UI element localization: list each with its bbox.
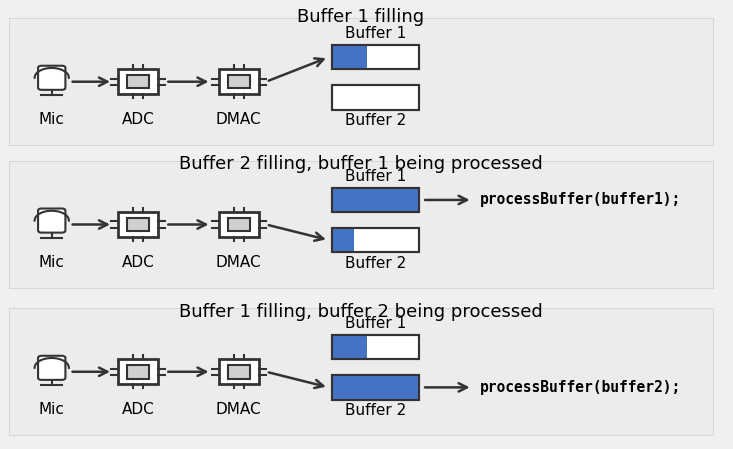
FancyBboxPatch shape [118, 360, 158, 384]
Bar [332, 335, 419, 360]
Bar [9, 308, 713, 436]
Bar [332, 335, 366, 360]
Text: Buffer 1: Buffer 1 [345, 169, 406, 184]
Text: Buffer 2: Buffer 2 [345, 403, 406, 418]
Bar [228, 365, 250, 379]
FancyBboxPatch shape [38, 356, 65, 380]
Text: ADC: ADC [122, 112, 155, 127]
Text: Mic: Mic [39, 112, 65, 127]
Text: Mic: Mic [39, 402, 65, 417]
Text: processBuffer(buffer2);: processBuffer(buffer2); [479, 380, 681, 395]
Text: Buffer 1 filling: Buffer 1 filling [298, 8, 424, 26]
Text: processBuffer(buffer1);: processBuffer(buffer1); [479, 193, 681, 207]
FancyBboxPatch shape [219, 212, 259, 237]
Bar [127, 218, 149, 231]
Bar [332, 375, 419, 400]
Bar [332, 335, 419, 360]
Text: Buffer 2: Buffer 2 [345, 113, 406, 128]
FancyBboxPatch shape [38, 66, 65, 90]
Bar [332, 85, 419, 110]
Bar [9, 161, 713, 288]
FancyBboxPatch shape [219, 70, 259, 94]
Bar [332, 45, 419, 70]
Text: Mic: Mic [39, 255, 65, 270]
Bar [332, 375, 419, 400]
FancyBboxPatch shape [219, 360, 259, 384]
FancyBboxPatch shape [38, 208, 65, 233]
Bar [332, 375, 419, 400]
Bar [9, 18, 713, 145]
Text: Buffer 1: Buffer 1 [345, 316, 406, 331]
Bar [332, 85, 419, 110]
Bar [332, 188, 419, 212]
Text: DMAC: DMAC [216, 112, 262, 127]
Bar [332, 228, 419, 252]
Bar [332, 45, 366, 70]
Bar [332, 188, 419, 212]
Bar [332, 188, 419, 212]
Bar [332, 228, 419, 252]
Text: Buffer 2 filling, buffer 1 being processed: Buffer 2 filling, buffer 1 being process… [179, 155, 543, 173]
Bar [127, 75, 149, 88]
Text: Buffer 1 filling, buffer 2 being processed: Buffer 1 filling, buffer 2 being process… [179, 303, 543, 321]
Text: DMAC: DMAC [216, 402, 262, 417]
Bar [332, 45, 419, 70]
Bar [127, 365, 149, 379]
Bar [228, 218, 250, 231]
FancyBboxPatch shape [118, 212, 158, 237]
Text: Buffer 2: Buffer 2 [345, 256, 406, 271]
Text: ADC: ADC [122, 255, 155, 270]
Bar [228, 75, 250, 88]
FancyBboxPatch shape [118, 70, 158, 94]
Text: ADC: ADC [122, 402, 155, 417]
Text: Buffer 1: Buffer 1 [345, 26, 406, 41]
Bar [332, 228, 354, 252]
Text: DMAC: DMAC [216, 255, 262, 270]
